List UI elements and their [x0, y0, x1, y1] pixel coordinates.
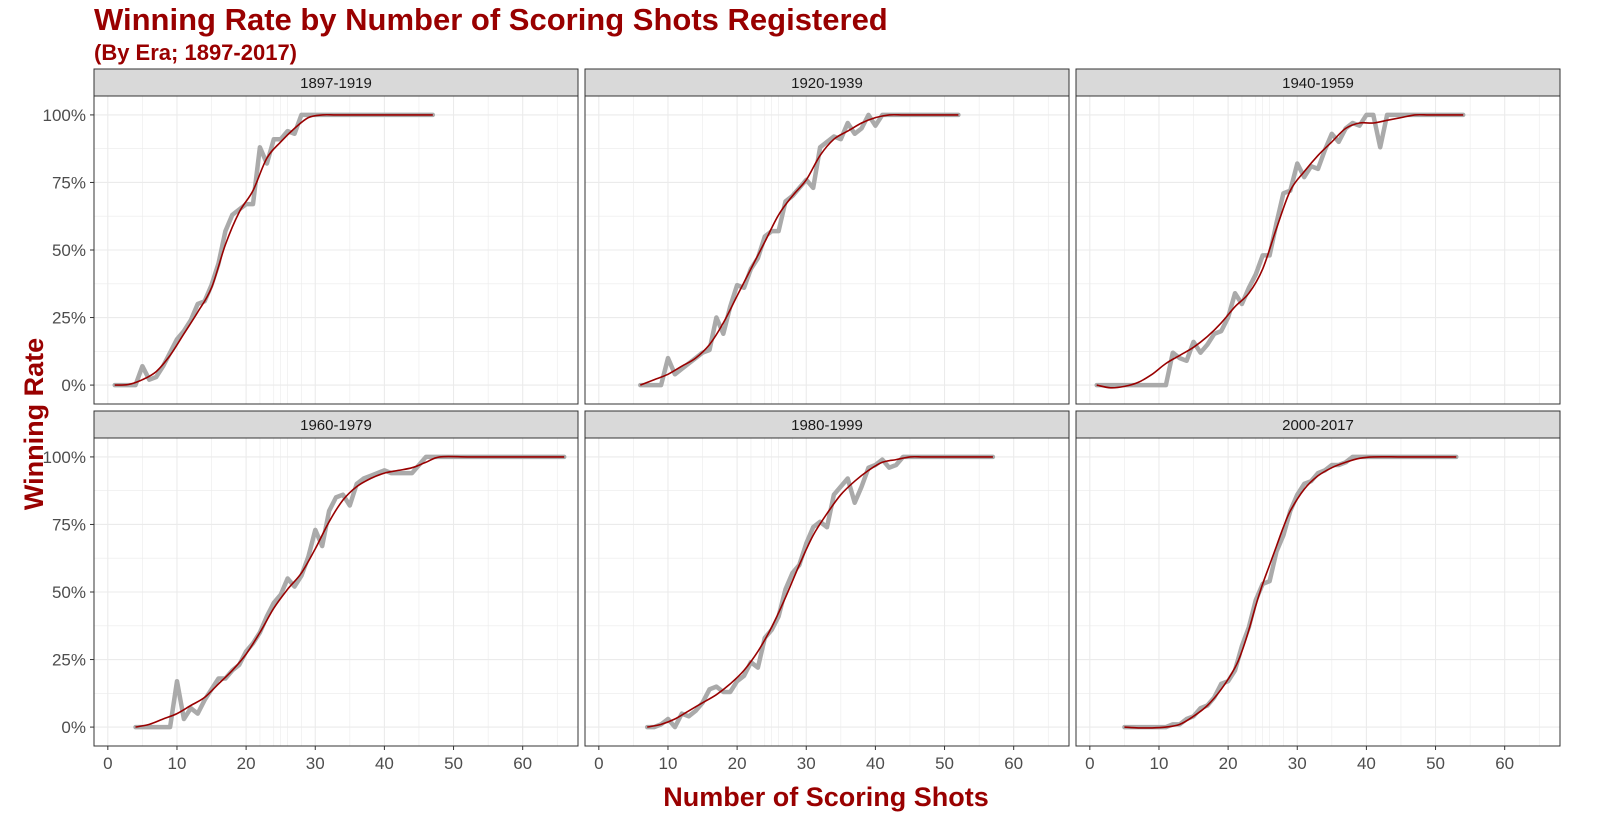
x-tick-label: 60 [1495, 754, 1514, 773]
smoothed-winning-rate-line [640, 113, 959, 386]
y-tick-label: 0% [61, 376, 86, 395]
facet-strip [1075, 410, 1561, 439]
x-tick-label: 0 [1085, 754, 1094, 773]
x-tick-label: 50 [444, 754, 463, 773]
panel-border [584, 95, 1070, 405]
x-tick-label: 50 [935, 754, 954, 773]
facet-strip [93, 410, 579, 439]
y-axis-label: Winning Rate [19, 338, 49, 510]
x-tick-label: 10 [168, 754, 187, 773]
smoothed-winning-rate-line [1096, 113, 1464, 389]
x-tick-label: 40 [1357, 754, 1376, 773]
facet-strip-label: 2000-2017 [1282, 417, 1354, 434]
y-tick-label: 0% [61, 718, 86, 737]
panel-border [584, 437, 1070, 747]
x-tick-label: 10 [659, 754, 678, 773]
x-tick-label: 20 [728, 754, 747, 773]
x-tick-label: 50 [1426, 754, 1445, 773]
facet-panel: 2000-2017 0 10 20 30 40 50 60 [1075, 410, 1561, 773]
facet-panel: 1960-1979 0% 25% 50% 75% 100% 0 10 20 30 40 50 60 [43, 410, 579, 773]
facet-strip-label: 1897-1919 [300, 75, 372, 92]
x-tick-label: 10 [1150, 754, 1169, 773]
y-tick-label: 100% [43, 448, 86, 467]
y-tick-label: 75% [52, 173, 86, 192]
facet-panel: 1940-1959 [1075, 68, 1561, 405]
chart-subtitle: (By Era; 1897-2017) [94, 40, 298, 65]
smoothed-winning-rate-line [647, 455, 993, 728]
x-tick-label: 30 [306, 754, 325, 773]
x-tick-label: 40 [375, 754, 394, 773]
facet-strip-label: 1940-1959 [1282, 75, 1354, 92]
facet-panel: 1920-1939 [584, 68, 1070, 405]
facet-strip [584, 68, 1070, 97]
facet-strip [1075, 68, 1561, 97]
panel-border [1075, 437, 1561, 747]
raw-winning-rate-line [1094, 112, 1466, 388]
x-tick-label: 30 [797, 754, 816, 773]
x-axis-label: Number of Scoring Shots [663, 782, 989, 812]
x-tick-label: 20 [237, 754, 256, 773]
x-tick-label: 0 [594, 754, 603, 773]
x-tick-label: 20 [1219, 754, 1238, 773]
y-tick-label: 50% [52, 583, 86, 602]
x-tick-label: 30 [1288, 754, 1307, 773]
panel-border [1075, 95, 1561, 405]
x-tick-label: 40 [866, 754, 885, 773]
smoothed-winning-rate-line [1124, 456, 1457, 729]
facet-panel: 1980-1999 0 10 20 30 40 50 60 [584, 410, 1070, 773]
facet-strip-label: 1960-1979 [300, 417, 372, 434]
facet-strip-label: 1980-1999 [791, 417, 863, 434]
y-tick-label: 25% [52, 309, 86, 328]
facet-strip-label: 1920-1939 [791, 75, 863, 92]
x-tick-label: 60 [1004, 754, 1023, 773]
chart-title: Winning Rate by Number of Scoring Shots … [94, 2, 888, 37]
y-tick-label: 50% [52, 241, 86, 260]
smoothed-winning-rate-line [114, 113, 433, 386]
smoothed-winning-rate-line [135, 455, 565, 728]
facet-panel: 1897-1919 0% 25% 50% 75% 100% [43, 68, 579, 405]
y-tick-label: 100% [43, 106, 86, 125]
y-tick-label: 25% [52, 651, 86, 670]
x-tick-label: 0 [103, 754, 112, 773]
y-tick-label: 75% [52, 515, 86, 534]
x-tick-label: 60 [513, 754, 532, 773]
